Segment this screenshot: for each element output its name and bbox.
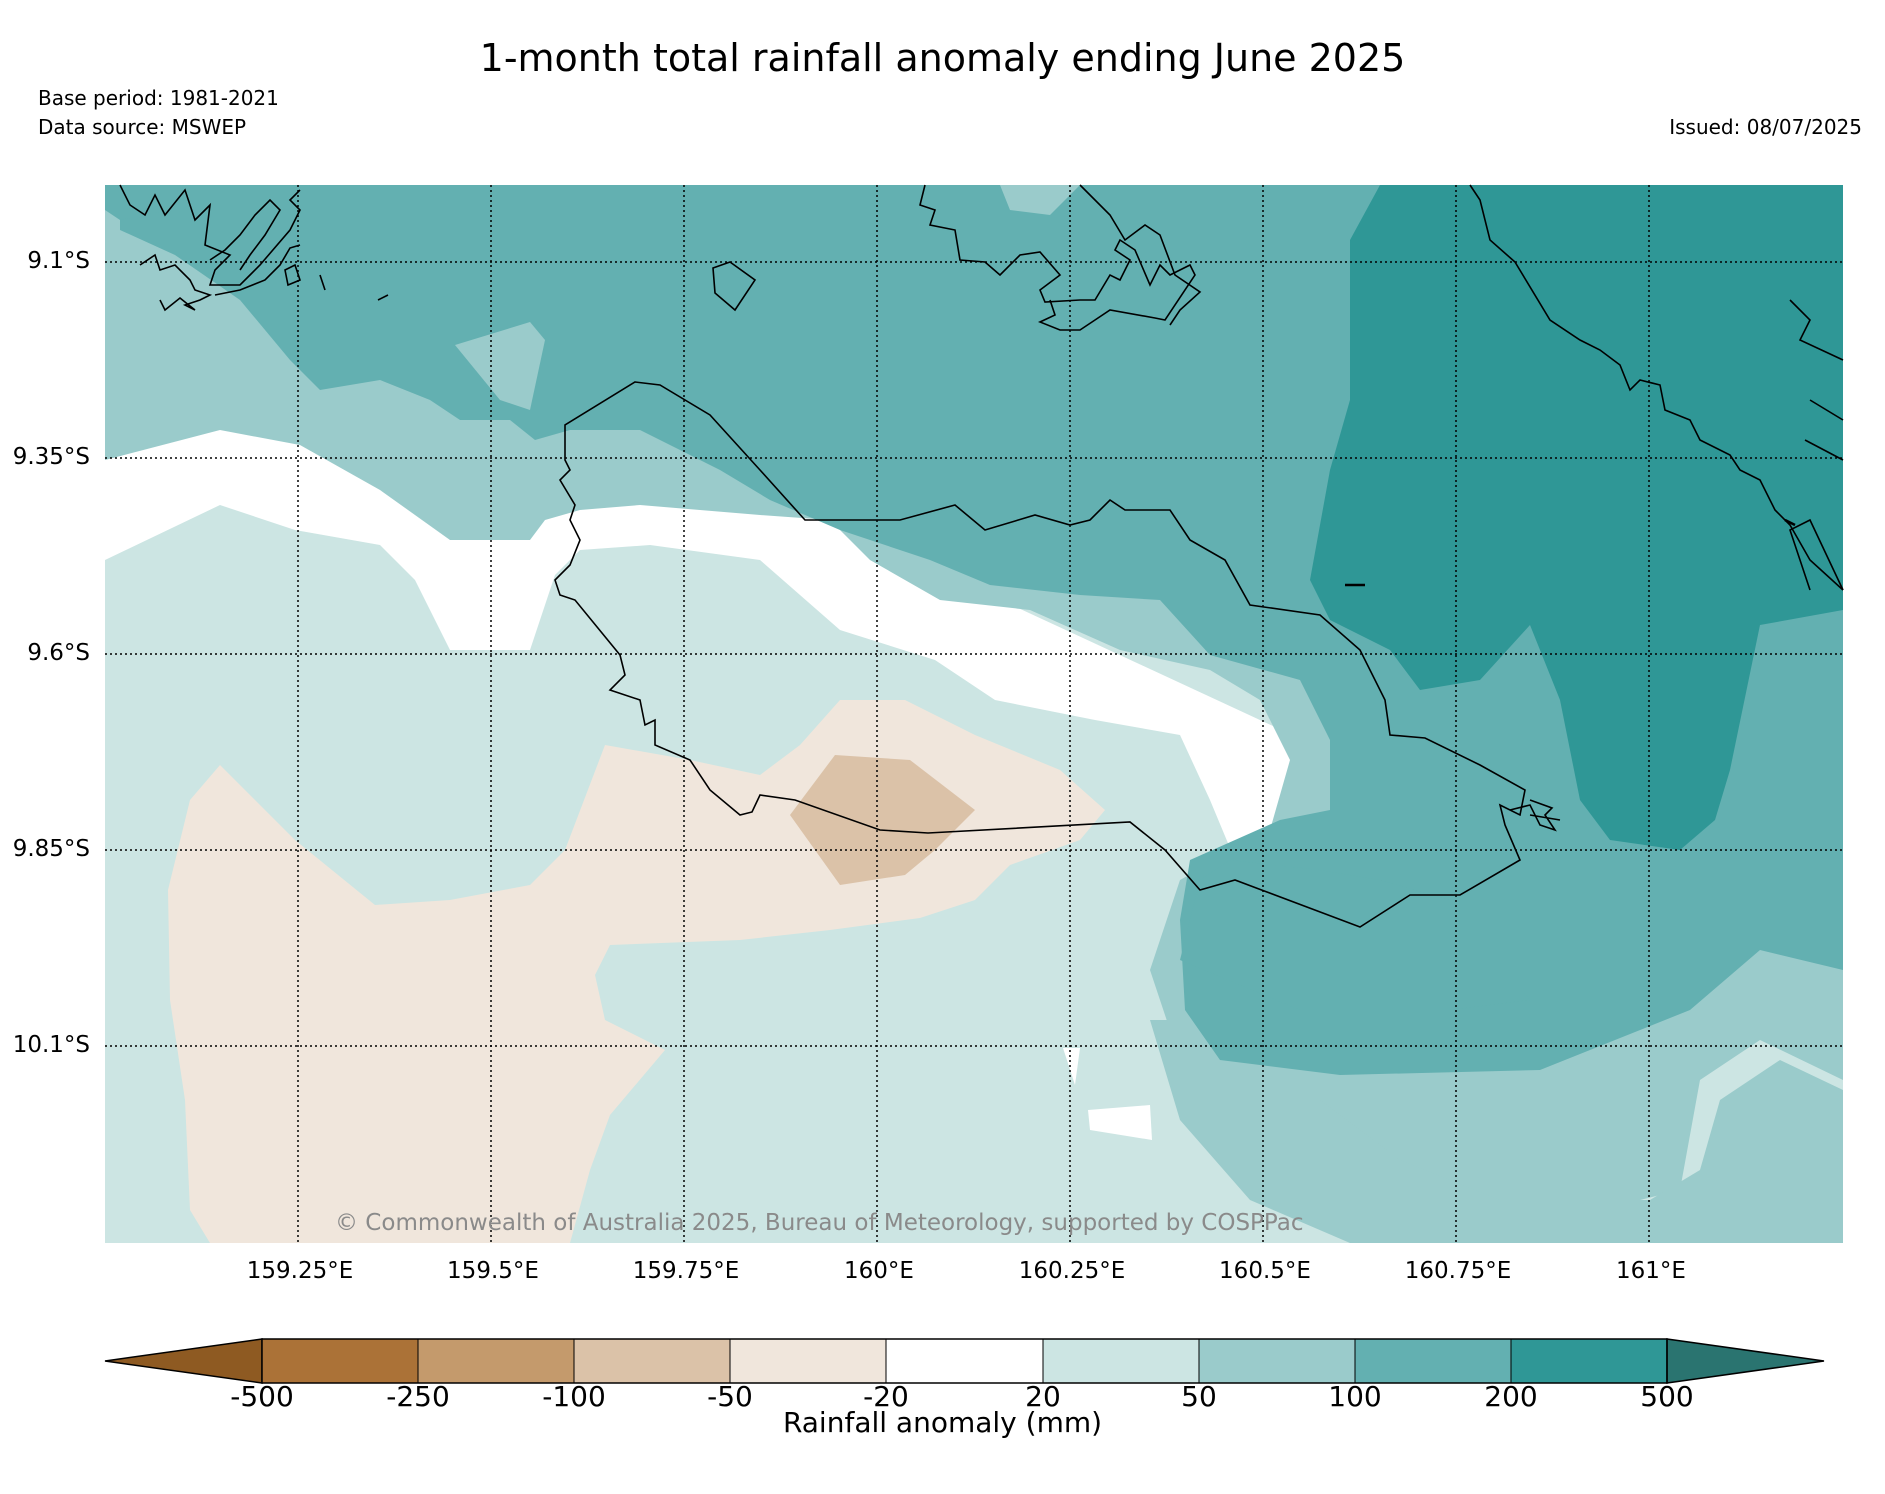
coastline-russell-islands-4 <box>214 244 301 296</box>
colorbar-segment-7 <box>1199 1339 1355 1383</box>
contour-white-sliver <box>1063 1048 1080 1085</box>
coastline-islet-russell-3 <box>377 294 389 301</box>
colorbar-tick-minus50: -50 <box>707 1380 753 1413</box>
lat-label-9-35: 9.35°S <box>12 444 90 470</box>
colorbar-tick-100: 100 <box>1328 1380 1382 1413</box>
colorbar-extend-high <box>1666 1338 1825 1384</box>
coastline-islet-russell-2 <box>319 274 326 291</box>
colorbar-tick-minus20: -20 <box>863 1380 909 1413</box>
colorbar-segment-4 <box>730 1339 886 1383</box>
contour-white-hole <box>1088 1105 1152 1140</box>
data-source-text: Data source: MSWEP <box>38 115 247 139</box>
map-contours <box>105 185 1843 1243</box>
graticule <box>105 185 1843 1243</box>
coastline-islet-3 <box>712 261 757 312</box>
colorbar-tick-minus100: -100 <box>542 1380 606 1413</box>
colorbar-segment-6 <box>1043 1339 1199 1383</box>
colorbar-segment-2 <box>418 1339 574 1383</box>
coastline-malaita-4 <box>1804 439 1844 461</box>
lat-label-9-6: 9.6°S <box>27 640 90 666</box>
coastline-russell-islands <box>119 184 301 286</box>
colorbar-tick-500: 500 <box>1640 1380 1694 1413</box>
coastline-russell-islands-3 <box>209 198 282 271</box>
lon-label-161: 161°E <box>1616 1258 1686 1284</box>
coastline-malaita-2 <box>1789 518 1844 591</box>
colorbar-segment-9 <box>1511 1339 1667 1383</box>
contour-minus50-minus100 <box>790 755 975 885</box>
lon-label-159-5: 159.5°E <box>447 1258 539 1284</box>
colorbar-segment-8 <box>1355 1339 1511 1383</box>
contour-200-500 <box>1310 185 1843 850</box>
lat-label-10-1: 10.1°S <box>12 1032 90 1058</box>
colorbar-title: Rainfall anomaly (mm) <box>782 1406 1103 1439</box>
contour-50-100-blob <box>455 322 545 410</box>
coastline-islet-russell <box>284 263 301 287</box>
colorbar-tick-minus500: -500 <box>230 1380 294 1413</box>
lat-label-9-1: 9.1°S <box>27 248 90 274</box>
colorbar-extend-low <box>104 1338 263 1384</box>
coastline-malaita-tip <box>1789 299 1844 361</box>
contour-50-100-south <box>1150 1020 1843 1243</box>
lon-label-160-75: 160.75°E <box>1404 1258 1512 1284</box>
colorbar-tick-20: 20 <box>1025 1380 1061 1413</box>
coastline-small-islets <box>1345 518 1796 587</box>
lat-label-9-85: 9.85°S <box>12 836 90 862</box>
colorbar-segment-1 <box>262 1339 418 1383</box>
coastline-islet-1 <box>1509 799 1557 832</box>
colorbar-frame <box>261 1338 1668 1384</box>
coastline-guadalcanal <box>554 381 1526 928</box>
colorbar-segment-3 <box>574 1339 730 1383</box>
issued-date-text: Issued: 08/07/2025 <box>1669 115 1862 139</box>
colorbar-tick-minus250: -250 <box>386 1380 450 1413</box>
colorbar <box>104 1338 1825 1384</box>
lon-label-160: 160°E <box>844 1258 914 1284</box>
coastline-malaita <box>1469 184 1844 591</box>
coastline-malaita-3 <box>1809 399 1844 421</box>
coastline-russell-islands-2 <box>139 253 213 312</box>
colorbar-segment-5 <box>886 1339 1043 1383</box>
map-title: 1-month total rainfall anomaly ending Ju… <box>479 36 1406 80</box>
lon-label-159-25: 159.25°E <box>246 1258 354 1284</box>
base-period-text: Base period: 1981-2021 <box>38 86 279 110</box>
coastline-florida-islands-2 <box>1079 184 1202 326</box>
coastline-islet-2 <box>1529 814 1561 821</box>
copyright-credit: © Commonwealth of Australia 2025, Bureau… <box>335 1210 1304 1236</box>
contour-100-200-se <box>1180 860 1530 1010</box>
lon-label-160-25: 160.25°E <box>1018 1258 1126 1284</box>
colorbar-tick-200: 200 <box>1484 1380 1538 1413</box>
lon-label-160-5: 160.5°E <box>1219 1258 1311 1284</box>
coastline-islet-6 <box>1784 518 1796 527</box>
colorbar-tick-50: 50 <box>1181 1380 1217 1413</box>
contour-50-100-top <box>1000 185 1080 215</box>
lon-label-159-75: 159.75°E <box>632 1258 740 1284</box>
